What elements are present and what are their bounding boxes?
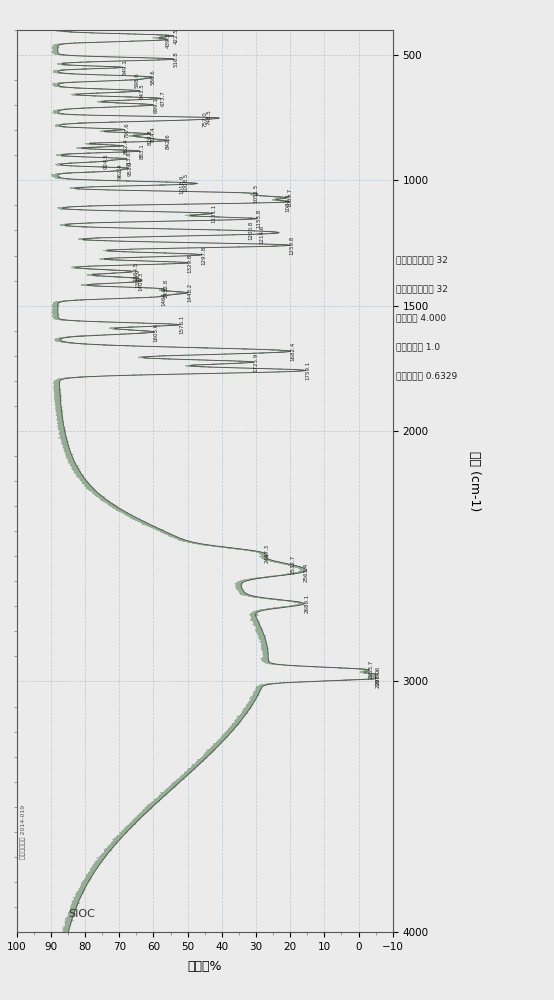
Text: 586.6: 586.6	[151, 69, 156, 85]
Text: 842.6: 842.6	[166, 133, 171, 149]
Text: 1682.4: 1682.4	[291, 342, 296, 361]
Text: 1131.1: 1131.1	[212, 204, 217, 223]
Text: 797.6: 797.6	[125, 122, 130, 138]
Text: 862.4: 862.4	[123, 138, 128, 154]
Text: 516.8: 516.8	[173, 51, 178, 67]
Y-axis label: 波数 (cm-1): 波数 (cm-1)	[468, 451, 480, 511]
Text: 549.1: 549.1	[123, 59, 128, 75]
Text: 598.6: 598.6	[135, 72, 140, 88]
Text: 1576.1: 1576.1	[179, 315, 184, 334]
Text: 439.3: 439.3	[166, 32, 171, 48]
Text: 748.5: 748.5	[207, 109, 212, 125]
Text: 829.3: 829.3	[147, 130, 152, 145]
Text: 643.5: 643.5	[140, 83, 145, 99]
Text: 1153.8: 1153.8	[256, 209, 261, 228]
Text: 757.0: 757.0	[203, 112, 208, 127]
Text: SIOC: SIOC	[68, 909, 95, 919]
Text: 2487.3: 2487.3	[264, 543, 269, 563]
Text: 883.1: 883.1	[140, 143, 145, 159]
Text: 背景扫描次数： 32: 背景扫描次数： 32	[397, 284, 448, 293]
Text: 1016.9: 1016.9	[179, 175, 184, 194]
Text: 814.4: 814.4	[151, 126, 156, 142]
Text: 2689.1: 2689.1	[304, 594, 309, 613]
Text: 913.6: 913.6	[127, 151, 132, 167]
Text: 962.4: 962.4	[117, 163, 122, 179]
Text: 1464.0: 1464.0	[162, 287, 167, 306]
Text: 1297.8: 1297.8	[201, 245, 206, 265]
X-axis label: 本反射%: 本反射%	[187, 960, 222, 973]
Text: 1214.6: 1214.6	[260, 224, 265, 244]
Text: 1069.7: 1069.7	[288, 188, 293, 207]
Text: 1259.8: 1259.8	[290, 236, 295, 255]
Text: 1051.5: 1051.5	[254, 184, 259, 203]
Text: 951.2: 951.2	[128, 160, 133, 176]
Text: 699.1: 699.1	[153, 97, 158, 113]
Text: 1448.2: 1448.2	[187, 283, 192, 302]
Text: 1389.9: 1389.9	[135, 268, 140, 288]
Text: 2563.4: 2563.4	[304, 562, 309, 582]
Text: 国内标准物质 2014-019: 国内标准物质 2014-019	[21, 805, 27, 859]
Text: 1432.8: 1432.8	[163, 279, 168, 298]
Text: 1364.5: 1364.5	[133, 262, 138, 281]
Text: 1759.1: 1759.1	[306, 361, 311, 380]
Text: 2953.7: 2953.7	[369, 660, 374, 679]
Text: 样品扫描次数： 32: 样品扫描次数： 32	[397, 256, 448, 265]
Text: 2988.0: 2988.0	[376, 669, 381, 688]
Text: 2974.6: 2974.6	[376, 665, 381, 685]
Text: 采样增益： 1.0: 采样增益： 1.0	[397, 342, 440, 351]
Text: 673.7: 673.7	[161, 91, 166, 106]
Text: 1404.3: 1404.3	[138, 272, 143, 291]
Text: 1008.5: 1008.5	[183, 173, 188, 192]
Text: 1605.6: 1605.6	[154, 322, 159, 342]
Text: 924.5: 924.5	[103, 154, 108, 169]
Text: 分辨率： 4.000: 分辨率： 4.000	[397, 313, 447, 322]
Text: 1329.8: 1329.8	[187, 253, 192, 273]
Text: 422.5: 422.5	[173, 28, 178, 44]
Text: 1725.9: 1725.9	[253, 353, 258, 372]
Text: 1087.1: 1087.1	[285, 193, 290, 212]
Text: 1200.8: 1200.8	[248, 221, 253, 240]
Text: 动镜速度： 0.6329: 动镜速度： 0.6329	[397, 371, 458, 380]
Text: 2532.7: 2532.7	[290, 555, 295, 574]
